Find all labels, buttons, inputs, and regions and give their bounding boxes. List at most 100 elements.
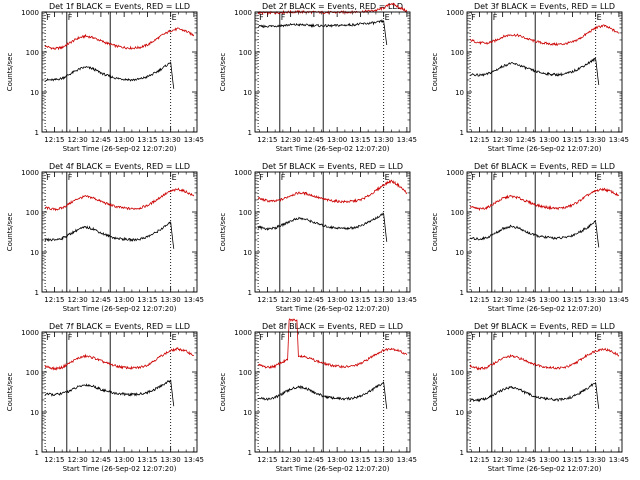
plot-frame [254,331,411,453]
panel-7: Det 7f BLACK = Events, RED = LLD Counts/s… [6,322,204,473]
x-tick-label: 13:45 [184,136,204,144]
x-tick-label: 13:45 [609,456,629,464]
y-tick-label: 1000 [234,329,252,337]
x-tick-label: 12:45 [91,296,111,304]
y-tick-label: 10 [455,249,464,257]
x-axis-label: Start Time (26-Sep-02 12:07:20) [488,145,602,153]
x-tick-label: 13:45 [397,136,417,144]
y-axis-label: Counts/sec [431,213,439,252]
x-tick-label: 12:15 [44,296,64,304]
plot-frame [41,11,198,133]
y-tick-label: 10 [30,249,39,257]
x-tick-label: 12:15 [469,456,489,464]
panel-title: Det 7f BLACK = Events, RED = LLD [49,322,190,331]
plot-frame [254,11,411,133]
time-marker-label: F [281,333,286,342]
x-tick-label: 13:15 [350,296,370,304]
x-tick-label: 13:30 [586,136,606,144]
series-line-events [469,220,600,248]
plot-frame [254,171,411,293]
y-tick-label: 10 [455,409,464,417]
x-tick-label: 13:15 [350,136,370,144]
time-marker-label: F [281,13,286,22]
series-line-events [45,61,175,89]
x-tick-label: 13:30 [586,296,606,304]
y-tick-label: 1 [248,449,252,457]
y-tick-label: 10 [30,409,39,417]
panel-4: Det 4f BLACK = Events, RED = LLD Counts/s… [6,162,204,313]
x-tick-label: 13:00 [327,456,347,464]
y-tick-label: 100 [26,209,39,217]
x-tick-label: 12:15 [257,296,277,304]
time-marker-label: F [493,173,498,182]
panel-2: Det 2f BLACK = Events, RED = LLD Counts/s… [219,2,417,153]
x-axis-label: Start Time (26-Sep-02 12:07:20) [276,305,390,313]
series-line-lld [469,187,620,212]
time-marker-label: F [259,13,264,22]
y-tick-label: 1000 [21,169,39,177]
x-tick-label: 12:15 [257,456,277,464]
x-tick-label: 12:45 [304,296,324,304]
x-tick-label: 13:15 [137,136,157,144]
y-tick-label: 1 [460,129,464,137]
x-tick-label: 13:00 [539,296,559,304]
y-tick-label: 1000 [446,329,464,337]
x-tick-label: 12:30 [281,456,301,464]
time-marker-label: F [493,13,498,22]
x-tick-label: 13:00 [114,456,134,464]
x-tick-label: 13:30 [161,456,181,464]
x-tick-label: 12:45 [304,136,324,144]
y-axis-label: Counts/sec [219,213,227,252]
time-marker-label: E [597,333,602,342]
x-tick-label: 13:45 [609,296,629,304]
x-tick-label: 12:30 [493,136,513,144]
x-tick-label: 13:45 [397,456,417,464]
y-tick-label: 1 [35,129,39,137]
time-marker-label: F [46,333,51,342]
x-tick-label: 13:00 [114,296,134,304]
time-marker-label: F [471,173,476,182]
x-tick-label: 12:30 [68,136,88,144]
x-tick-label: 12:15 [469,296,489,304]
series-line-events [258,19,388,46]
x-tick-label: 13:45 [609,136,629,144]
y-tick-label: 100 [239,369,252,377]
plot-frame [41,171,198,293]
x-tick-label: 12:15 [44,136,64,144]
y-tick-label: 10 [243,89,252,97]
time-marker-label: E [172,173,177,182]
y-axis-label: Counts/sec [219,53,227,92]
y-tick-label: 1000 [234,169,252,177]
x-tick-label: 13:00 [327,296,347,304]
time-marker-label: F [46,173,51,182]
x-axis-label: Start Time (26-Sep-02 12:07:20) [488,305,602,313]
panel-8: Det 8f BLACK = Events, RED = LLD Counts/s… [219,318,417,473]
x-tick-label: 13:30 [374,456,394,464]
time-marker-label: E [385,333,390,342]
series-line-lld [44,347,195,371]
x-tick-label: 12:15 [469,136,489,144]
x-axis-label: Start Time (26-Sep-02 12:07:20) [63,305,177,313]
x-tick-label: 13:15 [137,456,157,464]
time-marker-label: F [46,13,51,22]
y-tick-label: 1000 [446,9,464,17]
x-tick-label: 13:15 [562,296,582,304]
panel-6: Det 6f BLACK = Events, RED = LLD Counts/s… [431,162,629,313]
x-tick-label: 12:30 [281,136,301,144]
y-tick-label: 1 [35,289,39,297]
y-axis-label: Counts/sec [6,213,14,252]
y-tick-label: 100 [451,209,464,217]
y-tick-label: 1 [460,449,464,457]
x-tick-label: 13:30 [161,296,181,304]
time-marker-label: F [493,333,498,342]
x-tick-label: 12:30 [68,456,88,464]
panel-1: Det 1f BLACK = Events, RED = LLD Counts/s… [6,2,204,153]
y-axis-label: Counts/sec [219,373,227,412]
y-tick-label: 1 [248,289,252,297]
y-axis-label: Counts/sec [6,53,14,92]
y-tick-label: 1000 [21,9,39,17]
time-marker-label: F [281,173,286,182]
time-marker-label: F [68,173,73,182]
y-tick-label: 1000 [234,9,252,17]
